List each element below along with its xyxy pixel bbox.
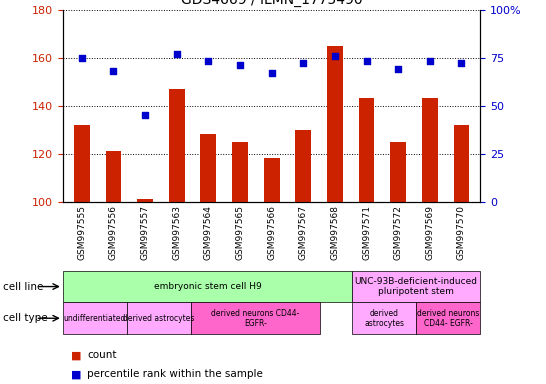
Point xyxy=(141,112,150,118)
Point xyxy=(394,66,402,72)
Point xyxy=(425,58,434,65)
Text: GSM997563: GSM997563 xyxy=(172,205,181,260)
Text: GSM997565: GSM997565 xyxy=(235,205,245,260)
Bar xyxy=(422,98,438,202)
Text: derived
astrocytes: derived astrocytes xyxy=(364,308,404,328)
Text: GSM997570: GSM997570 xyxy=(457,205,466,260)
Point xyxy=(173,51,181,57)
Text: GSM997566: GSM997566 xyxy=(267,205,276,260)
Bar xyxy=(169,89,185,202)
Text: GSM997556: GSM997556 xyxy=(109,205,118,260)
Bar xyxy=(105,151,121,202)
Text: GSM997569: GSM997569 xyxy=(425,205,435,260)
Text: cell type: cell type xyxy=(3,313,48,323)
Text: embryonic stem cell H9: embryonic stem cell H9 xyxy=(153,282,261,291)
Title: GDS4669 / ILMN_1775490: GDS4669 / ILMN_1775490 xyxy=(181,0,363,7)
Point xyxy=(109,68,118,74)
Point xyxy=(268,70,276,76)
Bar xyxy=(232,142,248,202)
Text: count: count xyxy=(87,350,117,360)
Point xyxy=(78,55,86,61)
Text: derived neurons CD44-
EGFR-: derived neurons CD44- EGFR- xyxy=(211,308,300,328)
Text: GSM997568: GSM997568 xyxy=(330,205,340,260)
Bar xyxy=(137,199,153,202)
Bar xyxy=(295,129,311,202)
Text: undifferentiated: undifferentiated xyxy=(64,314,126,323)
Bar xyxy=(74,125,90,202)
Text: ■: ■ xyxy=(71,350,81,360)
Bar xyxy=(327,46,343,202)
Point xyxy=(204,58,213,65)
Point xyxy=(236,62,245,68)
Text: GSM997571: GSM997571 xyxy=(362,205,371,260)
Point xyxy=(330,53,339,59)
Text: derived neurons
CD44- EGFR-: derived neurons CD44- EGFR- xyxy=(417,308,479,328)
Point xyxy=(299,60,307,66)
Text: derived astrocytes: derived astrocytes xyxy=(123,314,195,323)
Text: GSM997567: GSM997567 xyxy=(299,205,308,260)
Text: percentile rank within the sample: percentile rank within the sample xyxy=(87,369,263,379)
Text: cell line: cell line xyxy=(3,281,43,291)
Bar xyxy=(200,134,216,202)
Text: GSM997555: GSM997555 xyxy=(78,205,86,260)
Text: GSM997564: GSM997564 xyxy=(204,205,213,260)
Text: GSM997572: GSM997572 xyxy=(394,205,403,260)
Text: ■: ■ xyxy=(71,369,81,379)
Bar xyxy=(264,158,280,202)
Text: UNC-93B-deficient-induced
pluripotent stem: UNC-93B-deficient-induced pluripotent st… xyxy=(355,277,478,296)
Bar xyxy=(454,125,470,202)
Point xyxy=(457,60,466,66)
Text: GSM997557: GSM997557 xyxy=(140,205,150,260)
Bar xyxy=(359,98,375,202)
Point xyxy=(362,58,371,65)
Bar xyxy=(390,142,406,202)
